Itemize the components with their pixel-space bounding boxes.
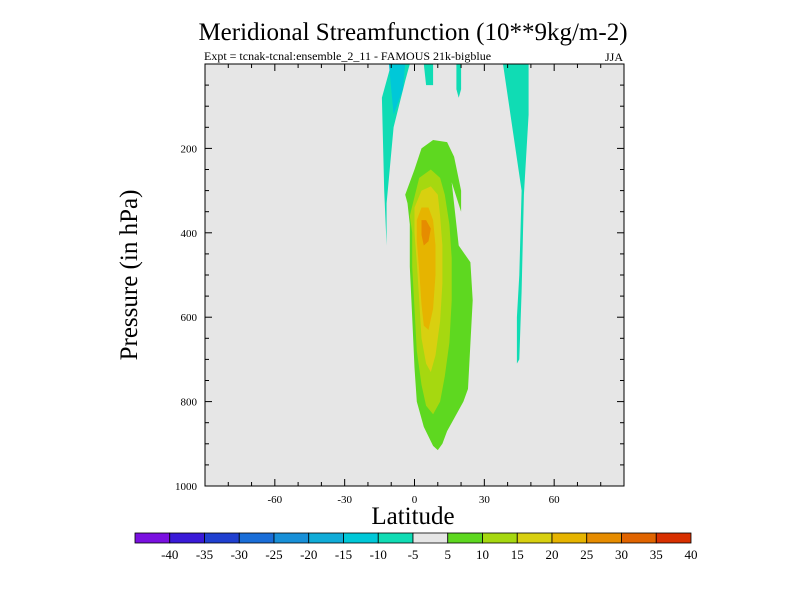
colorbar-swatch (586, 532, 622, 544)
colorbar-label: 40 (685, 547, 698, 562)
colorbar-swatch (308, 532, 344, 544)
colorbar-swatch (343, 532, 379, 544)
x-tick-label: -30 (337, 494, 352, 506)
colorbar-swatch (204, 532, 240, 544)
contour-region--10 (381, 64, 410, 246)
colorbar-swatch (551, 532, 588, 544)
colorbar-swatch (516, 532, 553, 544)
colorbar-label: -40 (161, 547, 178, 562)
colorbar-label: 5 (445, 547, 452, 562)
contour-region-20 (416, 207, 436, 330)
contour-region--10 (503, 64, 529, 364)
colorbar-swatch (238, 532, 275, 544)
chart-title: Meridional Streamfunction (10**9kg/m-2) (198, 19, 627, 46)
chart-subtitle: Expt = tcnak-tcnal:ensemble_2_11 - FAMOU… (204, 49, 491, 63)
y-tick-label: 400 (181, 228, 198, 240)
colorbar-swatch (377, 532, 414, 544)
colorbar-swatch (273, 532, 310, 544)
colorbar-label: -10 (370, 547, 387, 562)
colorbar-label: -15 (335, 547, 352, 562)
colorbar-swatch (655, 532, 692, 544)
colorbar-swatch (482, 532, 518, 544)
y-tick-label: 200 (181, 143, 198, 155)
colorbar-label: 30 (615, 547, 628, 562)
x-axis: -60 -30 0 30 60 (227, 64, 602, 506)
y-tick-label: 800 (181, 397, 198, 409)
x-axis-label: Latitude (371, 503, 454, 530)
colorbar: -40 -35 -30 -25 -20 -15 -10 -5 5 10 15 20 25 30 35 40 (134, 532, 698, 562)
x-tick-label: -60 (267, 494, 282, 506)
colorbar-label: -20 (300, 547, 317, 562)
x-tick-label: 0 (412, 494, 418, 506)
colorbar-label: 15 (511, 547, 524, 562)
colorbar-label: 35 (650, 547, 663, 562)
colorbar-label: 25 (580, 547, 593, 562)
x-tick-label: 60 (549, 494, 561, 506)
colorbar-swatch (447, 532, 483, 544)
y-axis-label: Pressure (in hPa) (116, 190, 143, 361)
colorbar-label: -35 (196, 547, 213, 562)
x-tick-label: 30 (479, 494, 491, 506)
colorbar-swatch (412, 532, 449, 544)
y-tick-label: 600 (181, 312, 198, 324)
colorbar-label: 10 (476, 547, 489, 562)
season-label: JJA (605, 50, 623, 64)
colorbar-label: 20 (546, 547, 559, 562)
colorbar-swatch (134, 532, 171, 544)
contour-region--10 (456, 64, 462, 98)
contour-layer (381, 64, 529, 451)
colorbar-label: -25 (265, 547, 282, 562)
colorbar-swatch (169, 532, 205, 544)
contour-region--15 (388, 64, 406, 115)
y-axis: 200 400 600 800 1000 (175, 84, 624, 493)
colorbar-swatch (621, 532, 657, 544)
y-tick-label: 1000 (175, 481, 198, 493)
contour-region-25 (421, 220, 431, 246)
colorbar-label: -30 (231, 547, 248, 562)
colorbar-label: -5 (408, 547, 419, 562)
contour-region--10 (423, 64, 434, 86)
